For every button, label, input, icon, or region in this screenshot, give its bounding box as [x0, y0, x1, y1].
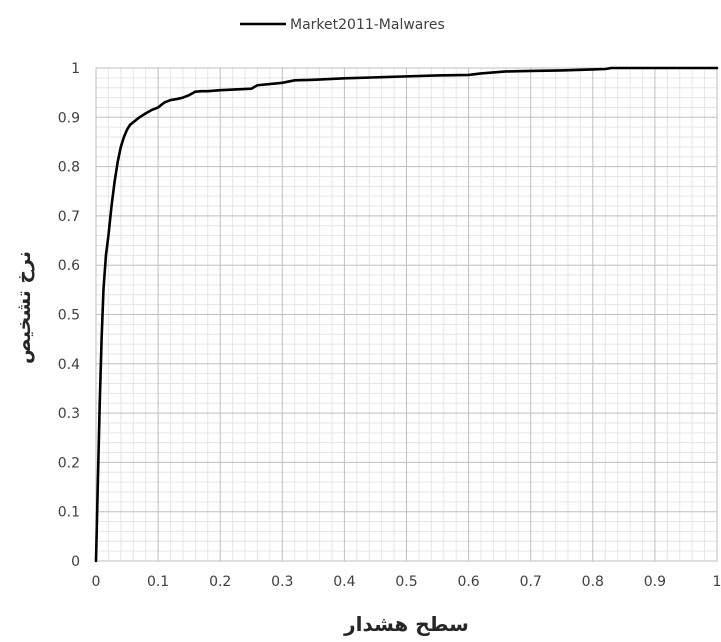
y-tick-label: 0.9 [58, 110, 80, 126]
y-tick-label: 0.5 [58, 308, 80, 324]
x-tick-label: 0.9 [644, 574, 666, 590]
x-tick-label: 0.5 [395, 574, 417, 590]
x-tick-label: 0.2 [209, 574, 231, 590]
y-tick-label: 0.7 [58, 209, 80, 225]
y-axis-tick-labels: 0 0.1 0.2 0.3 0.4 0.5 0.6 0.7 0.8 0.9 1 [58, 61, 80, 570]
x-tick-label: 0.3 [271, 574, 293, 590]
y-tick-label: 0.2 [58, 455, 80, 471]
x-tick-label: 1 [713, 574, 721, 590]
y-tick-label: 0 [71, 554, 80, 570]
x-tick-label: 0.8 [582, 574, 604, 590]
x-axis-title: سطح هشدار [343, 612, 469, 636]
x-tick-label: 0.7 [520, 574, 542, 590]
x-tick-label: 0 [92, 574, 101, 590]
x-tick-label: 0.4 [333, 574, 355, 590]
x-tick-label: 0.1 [147, 574, 169, 590]
series-layer [94, 66, 719, 563]
y-tick-label: 0.8 [58, 160, 80, 176]
x-tick-label: 0.6 [457, 574, 479, 590]
y-axis-title: نرخ تشخیص [13, 251, 35, 364]
x-axis-tick-labels: 0 0.1 0.2 0.3 0.4 0.5 0.6 0.7 0.8 0.9 1 [92, 574, 721, 590]
legend-label: Market2011-Malwares [290, 17, 445, 33]
y-tick-label: 1 [71, 61, 80, 77]
y-tick-label: 0.3 [58, 406, 80, 422]
y-tick-label: 0.4 [58, 357, 80, 373]
series-line [94, 66, 719, 563]
y-tick-label: 0.1 [58, 505, 80, 521]
major-gridlines [95, 67, 718, 562]
plot-area-frame [95, 67, 718, 562]
legend: Market2011-Malwares [240, 17, 445, 33]
y-tick-label: 0.6 [58, 258, 80, 274]
